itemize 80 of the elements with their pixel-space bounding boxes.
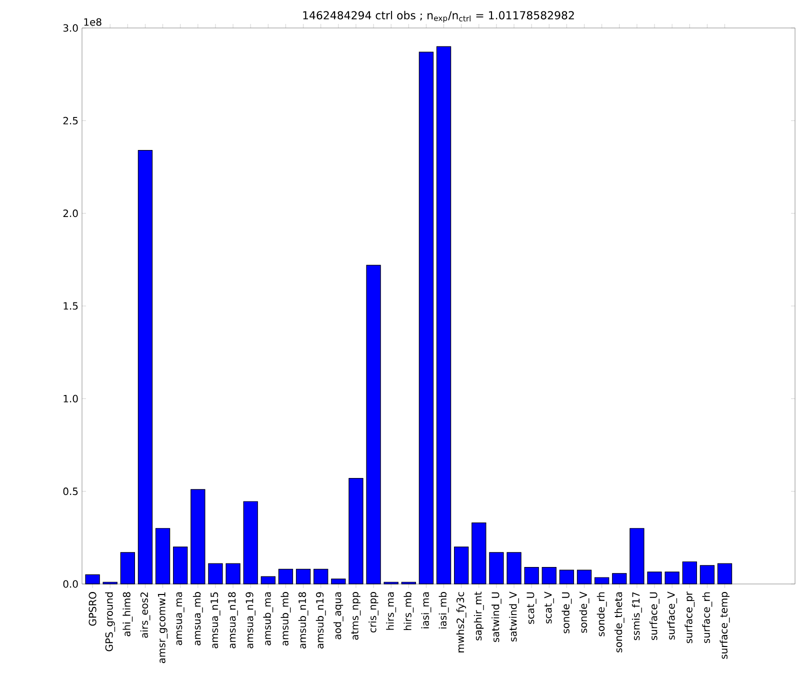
y-tick-label: 2.0 <box>63 210 78 218</box>
x-tick-label: amsua_n15 <box>210 592 220 648</box>
bar <box>120 552 135 584</box>
bar <box>436 46 452 584</box>
x-tick-label: amsub_n19 <box>316 592 326 649</box>
bar <box>314 568 328 584</box>
bar <box>208 563 223 584</box>
x-tick-label: aod_aqua <box>333 592 344 640</box>
bar <box>647 572 662 584</box>
x-tick-label: atms_npp <box>351 592 361 640</box>
x-tick-label: amsua_n18 <box>228 592 238 648</box>
bar <box>190 489 206 584</box>
bar <box>348 478 364 584</box>
bar <box>612 573 627 584</box>
bar <box>630 528 644 584</box>
bar <box>700 565 715 584</box>
bar <box>296 568 311 584</box>
bar <box>524 567 539 584</box>
x-tick-label: surface_rh <box>702 592 712 643</box>
x-tick-label: ssmis_f17 <box>632 592 642 640</box>
bar <box>489 552 504 584</box>
x-tick-label: iasi_mb <box>438 592 449 628</box>
x-tick-label: surface_U <box>650 592 660 640</box>
x-tick-label: amsub_mb <box>280 592 291 646</box>
x-tick-label: scat_U <box>526 592 536 624</box>
text: 1e8 <box>84 18 102 26</box>
bar <box>576 570 592 584</box>
bar <box>85 574 100 584</box>
x-tick-label: cris_npp <box>368 592 378 632</box>
y-tick-label: 2.5 <box>63 116 78 124</box>
bar <box>278 568 294 584</box>
x-tick-label: sonde_rh <box>596 592 607 636</box>
x-tick-label: satwind_U <box>491 592 502 642</box>
bar <box>664 572 680 584</box>
x-tick-label: satwind_V <box>509 592 519 642</box>
bar <box>173 546 188 584</box>
y-tick-label: 1.5 <box>64 302 78 310</box>
chart-title: 1462484294 ctrl obs ; n$_{exp}$/n$_{ctrl}$ = 1.01178582982 <box>303 10 574 22</box>
x-tick-label: amsua_mb <box>192 592 203 646</box>
x-tick-label: hirs_mb <box>404 592 414 630</box>
x-tick-label: hirs_ma <box>386 592 396 630</box>
x-tick-label: amsr_gcomw1 <box>158 592 168 664</box>
x-tick-label: saphir_mt <box>474 592 484 640</box>
bar <box>243 501 258 584</box>
x-tick-label: airs_eos2 <box>140 592 150 638</box>
x-tick-label: sonde_theta <box>614 592 624 652</box>
x-tick-label: ahi_him8 <box>122 592 133 636</box>
bar <box>138 150 153 584</box>
x-tick-label: amsub_ma <box>263 592 274 646</box>
bar <box>155 528 170 584</box>
bar <box>594 577 610 584</box>
y-tick-label: 0.5 <box>63 488 78 496</box>
x-tick-label: surface_pr <box>684 592 695 644</box>
x-tick-label: amsua_ma <box>176 592 184 646</box>
x-tick-label: sonde_V <box>579 592 590 633</box>
bar <box>717 563 732 584</box>
x-tick-label: amsub_n18 <box>298 592 308 649</box>
x-tick-label: surface_V <box>667 592 678 640</box>
bar <box>226 563 240 584</box>
bar <box>260 576 276 584</box>
x-tick-label: iasi_ma <box>421 592 432 628</box>
x-tick-label: GPS_ground <box>105 592 116 652</box>
x-tick-label: GPSRO <box>88 592 96 626</box>
bar <box>454 546 469 584</box>
bar <box>418 52 434 584</box>
x-tick-label: mwhs2_fy3c <box>456 592 466 652</box>
bar <box>682 561 697 584</box>
x-tick-label: surface_temp <box>720 592 730 659</box>
bar <box>506 552 522 584</box>
x-tick-label: amsua_n19 <box>246 592 256 648</box>
x-tick-label: sonde_U <box>562 592 572 634</box>
y-tick-label: 1.0 <box>64 394 78 402</box>
bar <box>542 567 556 584</box>
bar <box>472 522 486 584</box>
bar <box>331 578 346 584</box>
y-tick-label: 3.0 <box>63 24 78 32</box>
bar <box>559 570 574 584</box>
x-tick-label: scat_V <box>544 592 554 624</box>
y-tick-label: 0.0 <box>63 580 78 588</box>
bar <box>366 264 381 584</box>
